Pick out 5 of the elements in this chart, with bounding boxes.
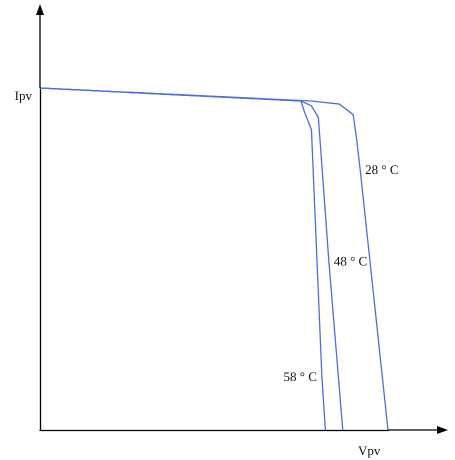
series-label: 58 ° C <box>284 368 317 384</box>
y-axis-title: Ipv <box>14 88 32 103</box>
x-axis-title: Vpv <box>358 443 381 458</box>
series-label: 28 ° C <box>365 162 399 177</box>
series-label: 48 ° C <box>334 254 368 269</box>
